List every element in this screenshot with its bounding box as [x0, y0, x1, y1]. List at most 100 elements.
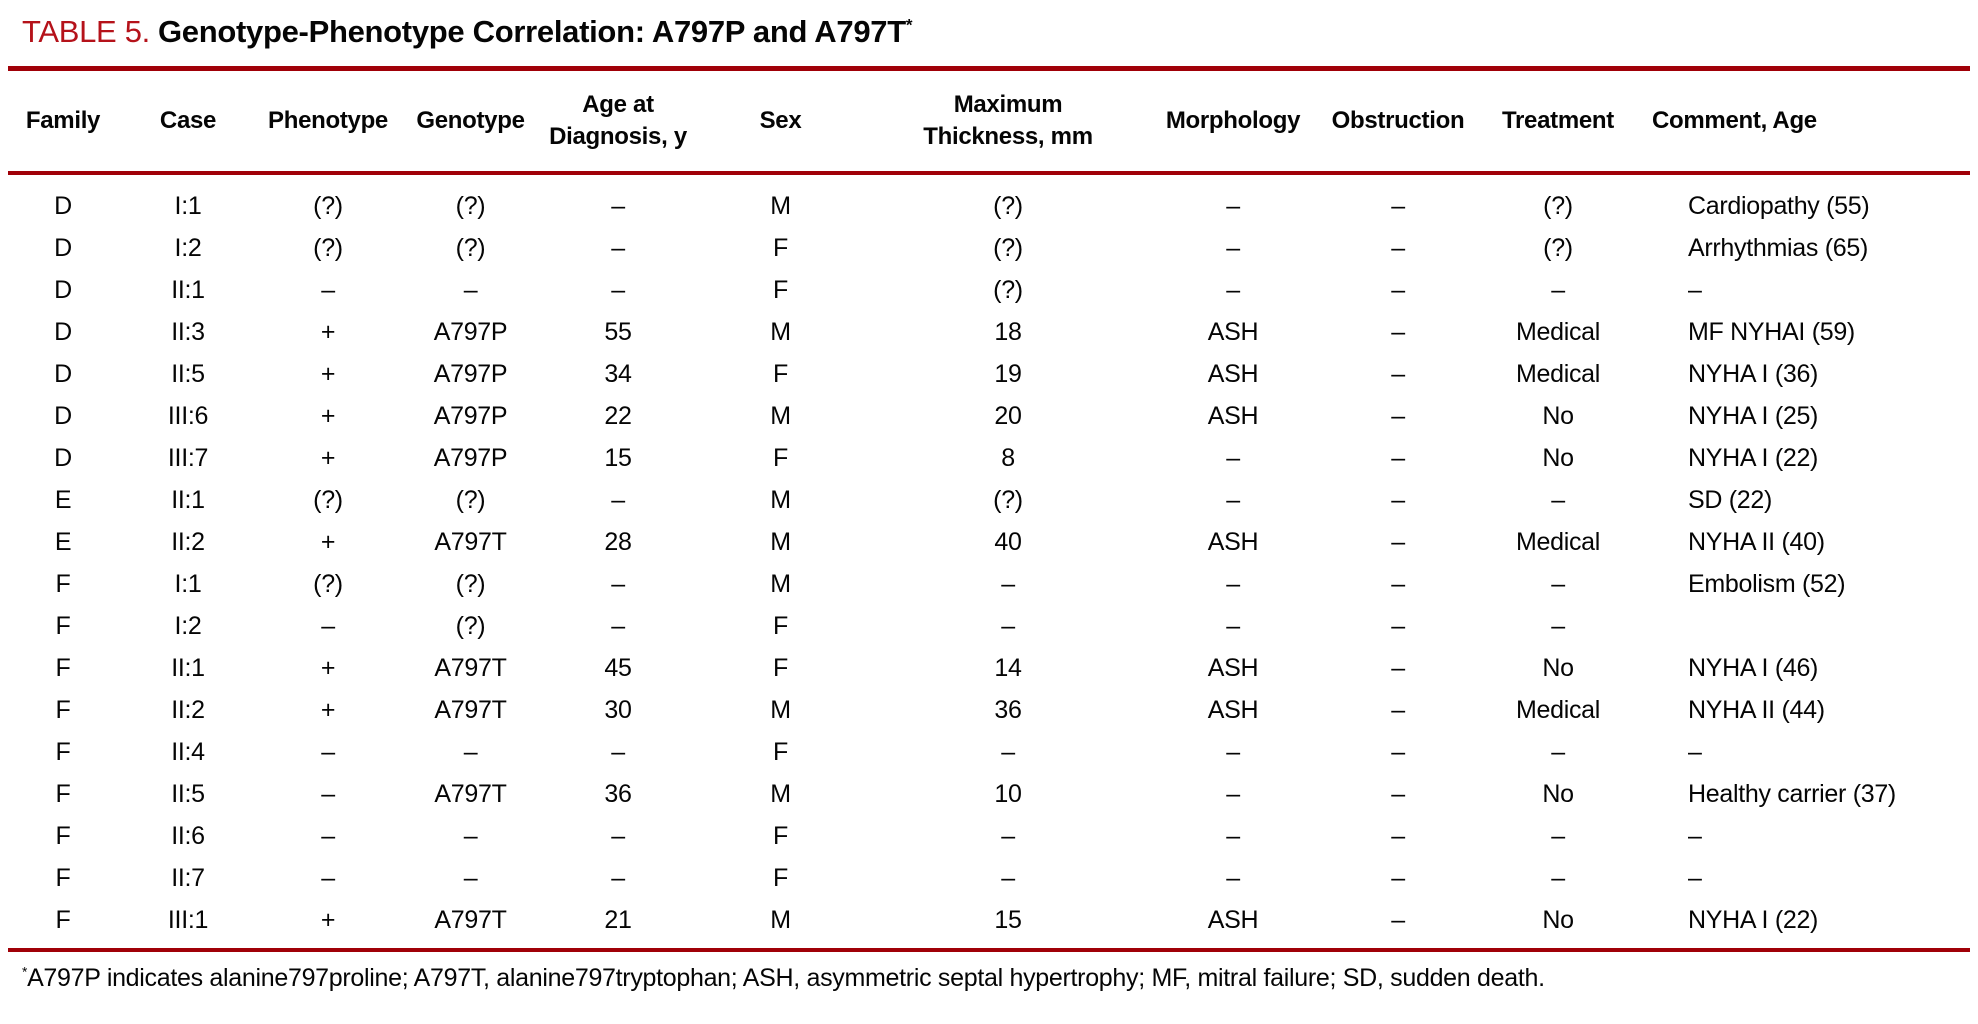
cell-comment: SD (22) [1688, 486, 1773, 515]
cell-case: II:5 [171, 360, 205, 389]
cell-age-at-diagnosis: – [611, 192, 625, 221]
cell-phenotype: + [320, 696, 336, 725]
cell-treatment: (?) [1543, 234, 1573, 263]
cell-morphology: – [1226, 276, 1240, 305]
cell-morphology: ASH [1207, 906, 1259, 935]
cell-morphology: – [1226, 738, 1240, 767]
cell-obstruction: – [1391, 864, 1405, 893]
cell-case: III:7 [167, 444, 209, 473]
cell-family: D [54, 318, 72, 347]
cell-morphology: – [1226, 864, 1240, 893]
cell-sex: M [770, 192, 791, 221]
cell-case: II:4 [171, 738, 205, 767]
cell-age-at-diagnosis: – [611, 612, 625, 641]
cell-treatment: – [1551, 864, 1565, 893]
cell-genotype: (?) [455, 192, 486, 221]
column-header-family: Family [25, 107, 101, 135]
cell-morphology: ASH [1207, 654, 1259, 683]
cell-phenotype: (?) [313, 192, 343, 221]
cell-obstruction: – [1391, 402, 1405, 431]
cell-family: F [55, 906, 71, 935]
cell-comment: NYHA I (25) [1688, 402, 1819, 431]
cell-morphology: – [1226, 822, 1240, 851]
cell-obstruction: – [1391, 906, 1405, 935]
cell-sex: F [773, 444, 788, 473]
cell-genotype: – [463, 738, 478, 767]
cell-comment: MF NYHAI (59) [1688, 318, 1855, 347]
cell-case: II:1 [171, 654, 205, 683]
cell-phenotype: + [320, 360, 336, 389]
cell-morphology: – [1226, 570, 1240, 599]
cell-genotype: A797P [433, 360, 508, 389]
cell-phenotype: + [320, 528, 336, 557]
column-header-phenotype: Phenotype [268, 107, 388, 135]
cell-phenotype: – [321, 276, 335, 305]
cell-age-at-diagnosis: – [611, 234, 625, 263]
cell-phenotype: – [321, 612, 335, 641]
cell-genotype: A797P [433, 402, 508, 431]
cell-phenotype: (?) [313, 570, 343, 599]
table-row: D III:7 + A797P 15 F 8 – – No NYHA I (22) [8, 438, 1970, 480]
cell-genotype: – [463, 864, 478, 893]
cell-comment: – [1688, 738, 1702, 767]
footnote-text: A797P indicates alanine797proline; A797T… [27, 963, 1545, 992]
cell-obstruction: – [1391, 444, 1405, 473]
table-row: E II:1 (?) (?) – M (?) – – – SD (22) [8, 480, 1970, 522]
table-body: D I:1 (?) (?) – M (?) – – (?) Cardiopathy (55) D I:2… [8, 173, 1970, 950]
cell-max-thickness: 40 [994, 528, 1022, 557]
cell-sex: M [770, 780, 791, 809]
cell-comment: NYHA II (44) [1688, 696, 1825, 725]
cell-obstruction: – [1391, 528, 1405, 557]
cell-genotype: A797T [434, 780, 507, 809]
cell-comment: Healthy carrier (37) [1688, 780, 1896, 809]
cell-sex: F [773, 612, 788, 641]
table-row: F II:4 – – – F – – – – – [8, 732, 1970, 774]
cell-treatment: Medical [1515, 528, 1601, 557]
cell-comment: NYHA I (22) [1688, 906, 1819, 935]
cell-comment: Cardiopathy (55) [1688, 192, 1870, 221]
cell-comment: Arrhythmias (65) [1688, 234, 1868, 263]
cell-morphology: – [1226, 612, 1240, 641]
cell-case: II:2 [171, 696, 205, 725]
table-footnote: *A797P indicates alanine797proline; A797… [8, 952, 1970, 993]
cell-comment: NYHA II (40) [1688, 528, 1825, 557]
cell-treatment: No [1542, 444, 1574, 473]
cell-family: D [54, 444, 72, 473]
column-header-morphology: Morphology [1165, 107, 1301, 135]
cell-age-at-diagnosis: – [611, 738, 625, 767]
cell-morphology: – [1226, 192, 1240, 221]
cell-family: E [54, 486, 72, 515]
cell-family: D [54, 192, 72, 221]
cell-age-at-diagnosis: 30 [604, 696, 632, 725]
cell-max-thickness: – [1001, 822, 1015, 851]
footnote-asterisk: * [22, 964, 28, 980]
cell-treatment: – [1551, 276, 1565, 305]
cell-genotype: – [463, 276, 478, 305]
cell-max-thickness: 36 [994, 696, 1022, 725]
cell-family: F [55, 864, 71, 893]
table-row: F II:2 + A797T 30 M 36 ASH – Medical NYHA II (44) [8, 690, 1970, 732]
cell-age-at-diagnosis: 22 [604, 402, 632, 431]
table-caption: Genotype-Phenotype Correlation: A797P an… [158, 14, 913, 49]
cell-age-at-diagnosis: 55 [604, 318, 632, 347]
cell-family: D [54, 402, 72, 431]
cell-obstruction: – [1391, 654, 1405, 683]
cell-sex: M [770, 486, 791, 515]
cell-sex: F [773, 654, 788, 683]
cell-phenotype: + [320, 654, 336, 683]
cell-max-thickness: 14 [994, 654, 1022, 683]
cell-obstruction: – [1391, 822, 1405, 851]
cell-treatment: (?) [1543, 192, 1573, 221]
column-header-case: Case [159, 107, 217, 135]
table-row: D II:5 + A797P 34 F 19 ASH – Medical NYHA I (36) [8, 354, 1970, 396]
cell-age-at-diagnosis: – [611, 570, 625, 599]
cell-treatment: – [1551, 822, 1565, 851]
cell-family: F [55, 822, 71, 851]
cell-age-at-diagnosis: – [611, 276, 625, 305]
cell-morphology: – [1226, 486, 1240, 515]
cell-treatment: – [1551, 738, 1565, 767]
cell-case: II:6 [171, 822, 205, 851]
cell-case: II:2 [171, 528, 205, 557]
cell-morphology: – [1226, 444, 1240, 473]
cell-sex: M [770, 528, 791, 557]
